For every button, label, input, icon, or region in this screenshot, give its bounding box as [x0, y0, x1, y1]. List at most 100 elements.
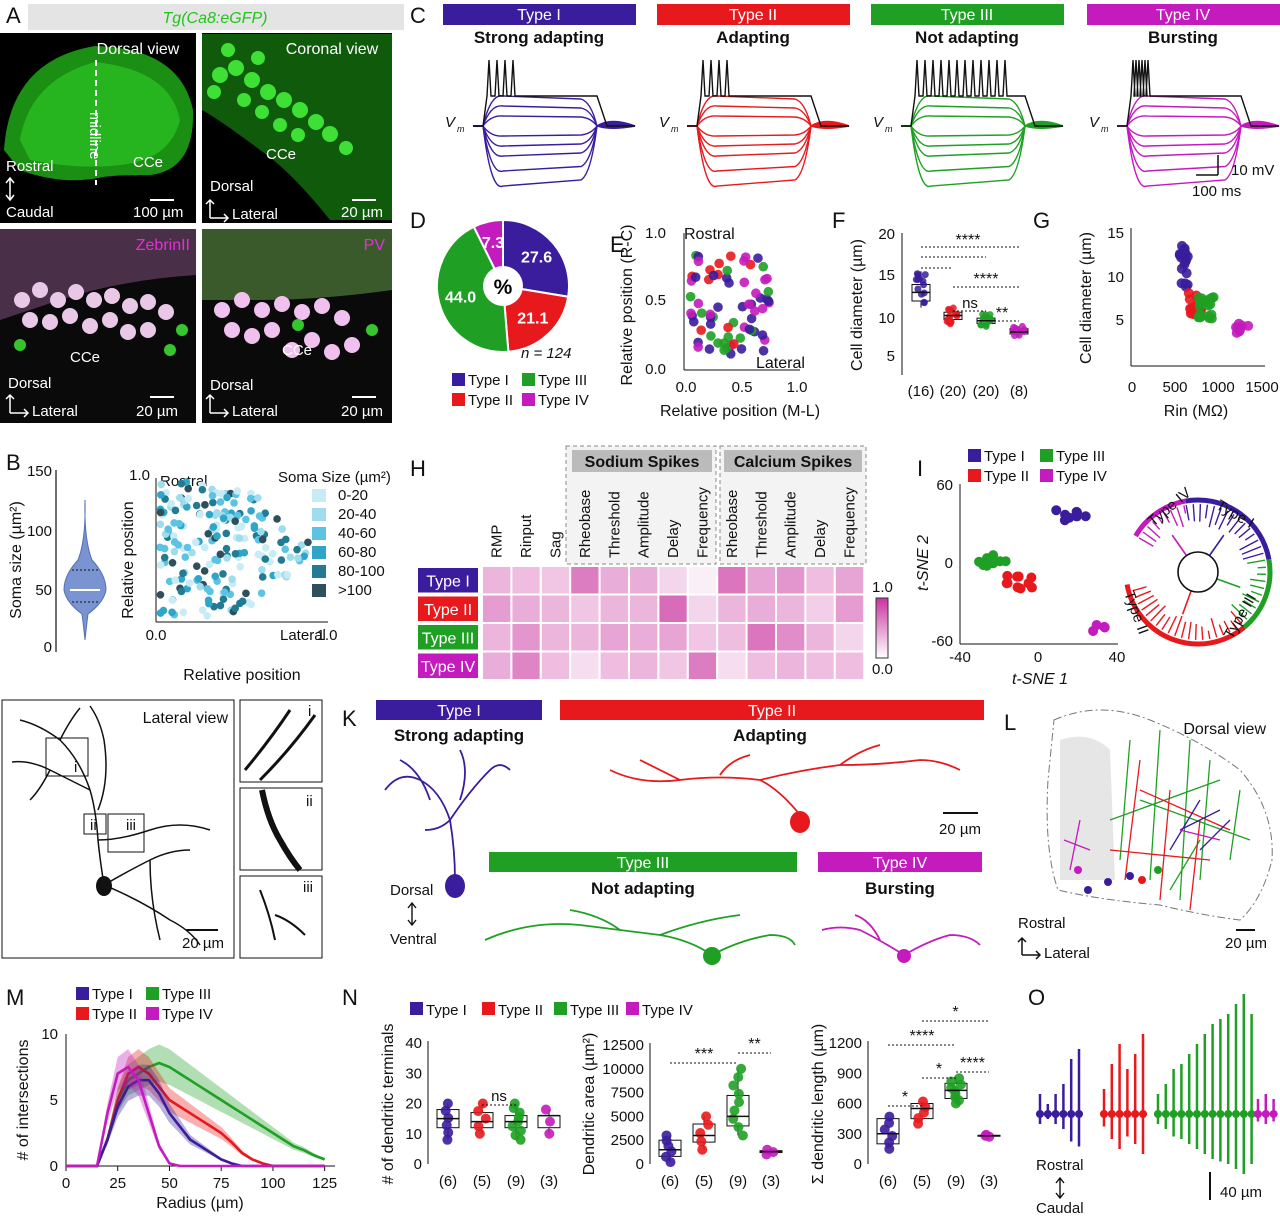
ytick: 0 — [636, 1156, 644, 1173]
tsne-point — [978, 560, 989, 571]
type-header-label: Type II — [748, 703, 796, 720]
rin-dot — [1176, 278, 1187, 289]
voltage-trace — [473, 120, 636, 188]
spike-trace — [473, 59, 635, 127]
caudal-label: Caudal — [6, 204, 54, 221]
ytick: 5 — [1116, 312, 1124, 329]
position-dot — [713, 302, 723, 312]
panel-a-title: Tg(Ca8:eGFP) — [163, 10, 268, 27]
ytick: 5 — [50, 1092, 58, 1109]
overlaid-neurons — [1063, 729, 1251, 911]
ytick: 12500 — [602, 1037, 644, 1054]
dendrogram-branch — [1132, 586, 1147, 592]
colorbar-max: 1.0 — [872, 579, 893, 596]
xtick: 0.0 — [676, 379, 697, 396]
heatmap-cell — [598, 565, 630, 596]
soma-dot — [211, 511, 219, 520]
panel-label-e: E — [610, 232, 625, 257]
tree-label: Type II — [1120, 589, 1151, 637]
legend-title: Soma Size (µm²) — [278, 469, 391, 486]
dendrogram-branch — [1187, 621, 1192, 640]
soma-dot — [253, 494, 262, 502]
f-ylabel: Cell diameter (µm) — [849, 239, 866, 371]
soma-dot — [171, 506, 180, 515]
lateral-label: Lateral — [1044, 945, 1090, 962]
lateral-label: Lateral — [232, 206, 278, 223]
inset-label: i — [74, 759, 77, 776]
voltage-trace — [1117, 123, 1280, 147]
heatmap-cell — [539, 593, 572, 624]
legend-swatch — [76, 987, 89, 1000]
type-header-label: Type IV — [873, 855, 928, 872]
legend-label: 80-100 — [338, 563, 385, 580]
ytick: 15 — [878, 267, 895, 284]
point — [728, 1080, 739, 1091]
n-count: (6) — [439, 1173, 457, 1190]
dendrogram-branch — [1208, 534, 1225, 557]
ytick: 0 — [945, 555, 953, 572]
soma-dot — [254, 550, 263, 559]
soma-dot — [220, 588, 229, 597]
image-dorsal-view: Dorsal view midline Rostral CCe Caudal 1… — [0, 33, 196, 223]
soma-type4 — [897, 949, 911, 963]
vm-label: V — [445, 114, 457, 131]
inset-box-iii — [107, 813, 145, 853]
panel-label-c: C — [410, 3, 426, 28]
dendrogram-branch — [1192, 504, 1196, 522]
scatter-xlabel: Relative position — [183, 667, 300, 684]
position-dot — [757, 330, 768, 340]
legend-swatch — [146, 1007, 159, 1020]
legend-swatch — [522, 393, 535, 406]
rin-dot — [1195, 311, 1206, 322]
dendrogram-branch — [1228, 517, 1241, 533]
heatmap-row-label: Type IV — [421, 659, 476, 676]
type-header-bar — [871, 4, 1064, 25]
lateral-label: Lateral — [280, 627, 326, 644]
legend-label: Type III — [1056, 448, 1105, 465]
xtick: 1000 — [1201, 379, 1234, 396]
point — [921, 271, 929, 279]
point — [734, 1097, 745, 1108]
panel-n: N Type I Type II Type III Type IV 0 10 20 30 40… — [342, 985, 1001, 1190]
heatmap-cell — [657, 565, 689, 596]
n-plots: 0 10 20 30 40 # of dendritic terminals (6) (5) (… — [380, 1004, 1001, 1190]
dendrogram-arc — [1133, 498, 1186, 538]
neuron-drawing — [11, 705, 211, 946]
heatmap-cell — [775, 650, 807, 681]
calcium-spikes-header: Calcium Spikes — [734, 454, 852, 471]
f-boxplots — [911, 270, 1029, 339]
dorsal-ventral-arrow-icon — [407, 901, 417, 927]
n-count: (5) — [473, 1173, 491, 1190]
legend-swatch — [968, 449, 981, 462]
soma-dot — [192, 562, 201, 570]
soma-dot — [181, 553, 190, 561]
legend-swatch — [312, 584, 326, 597]
ytick: 50 — [35, 582, 52, 599]
n-count: (5) — [695, 1173, 713, 1190]
legend-label: Type I — [984, 448, 1025, 465]
vm-label: V — [659, 114, 671, 131]
sig-stars: ** — [748, 1036, 760, 1053]
rostral-label: Rostral — [1018, 915, 1066, 932]
sig-stars: ** — [996, 305, 1008, 322]
soma-dot — [274, 570, 282, 579]
soma-dot — [156, 590, 165, 599]
voltage-trace — [901, 105, 1064, 129]
inset-label: ii — [306, 793, 313, 810]
soma-dot — [258, 535, 267, 544]
dendrogram-arc — [1242, 559, 1273, 630]
sodium-spikes-header: Sodium Spikes — [585, 454, 700, 471]
soma-dot — [167, 499, 176, 508]
soma-dot — [216, 601, 225, 610]
g-xlabel: Rin (MΩ) — [1164, 403, 1228, 420]
position-dot — [704, 344, 715, 354]
lateral-label: Lateral — [32, 403, 78, 420]
midline-label: midline — [86, 112, 103, 160]
scale-bar-label: 20 µm — [341, 403, 383, 420]
small-neurons — [1074, 866, 1162, 894]
pie-center-label: % — [494, 276, 513, 299]
soma — [96, 876, 112, 896]
sholl-band — [66, 1044, 325, 1166]
voltage-trace — [901, 124, 1064, 137]
axis-arrow-icon — [1017, 936, 1042, 960]
